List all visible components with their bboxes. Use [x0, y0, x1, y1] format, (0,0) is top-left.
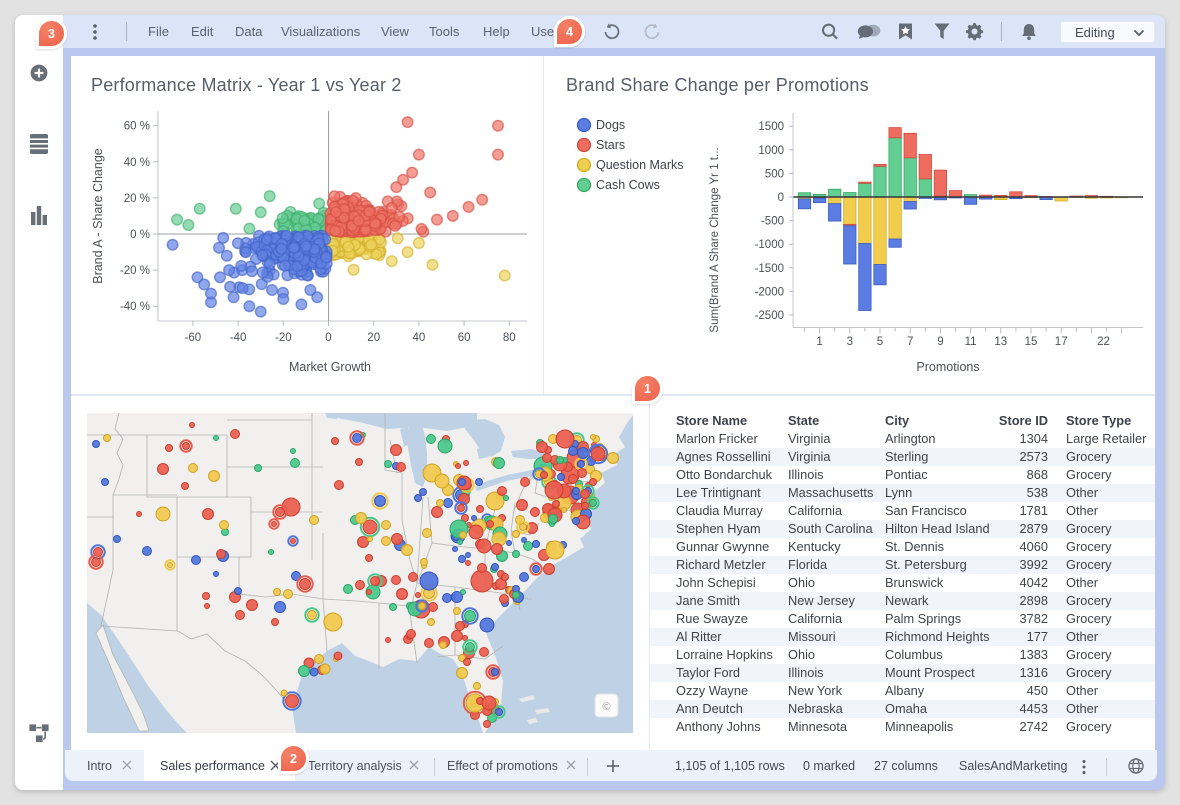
svg-text:©: ©: [602, 701, 610, 713]
